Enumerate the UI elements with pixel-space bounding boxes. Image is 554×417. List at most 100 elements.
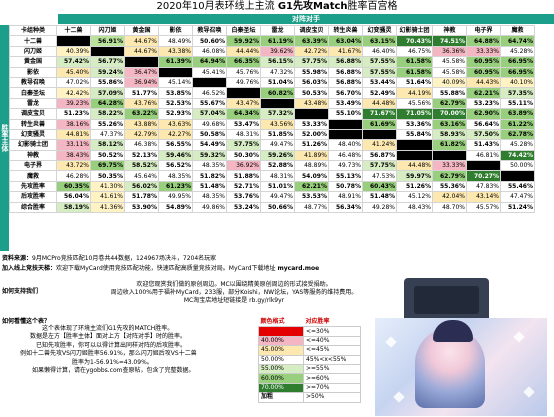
- row-label: 调皮宝贝: [9, 108, 57, 120]
- column-header: 电子界: [466, 24, 501, 37]
- winrate-cell: 55.46%: [500, 180, 535, 193]
- legend-swatch: [258, 326, 304, 337]
- winrate-cell: 40.10%: [500, 76, 535, 89]
- winrate-cell: 49.86%: [192, 201, 227, 214]
- winrate-cell: 55.13%: [328, 170, 363, 182]
- winrate-cell: 56.55%: [158, 139, 193, 151]
- winrate-cell: 59.24%: [90, 66, 125, 78]
- winrate-cell: 51.48%: [362, 191, 397, 203]
- legend-row: 55.00% >=55%: [258, 363, 361, 375]
- winrate-cell: 60.35%: [56, 180, 91, 193]
- sparkle-icon: [385, 336, 397, 348]
- grid-header-row: 卡组种类 十二兽 闪刀姬 黄金国 影依 教导召唤 白秦圣坛 雷龙 调皮宝贝 转生炎兽 幻变骚灵 幻影骑…: [9, 24, 535, 37]
- winrate-cell: [362, 128, 397, 141]
- winrate-cell: 43.63%: [158, 118, 193, 130]
- page-title: 2020年10月表环线上主流 G1先攻Match胜率百宫格: [156, 1, 398, 12]
- winrate-cell: 48.43%: [396, 201, 433, 214]
- corner-label: 卡组种类: [9, 24, 57, 37]
- winrate-cell: 41.24%: [362, 139, 397, 151]
- winrate-cell: 44.81%: [56, 128, 91, 141]
- winrate-cell: 61.39%: [158, 56, 193, 68]
- winrate-cell: 45.58%: [432, 66, 467, 78]
- winrate-cell: 74.51%: [432, 35, 467, 47]
- winrate-cell: 55.86%: [90, 76, 125, 89]
- column-header: 神教: [432, 24, 467, 37]
- winrate-cell: 45.64%: [124, 170, 159, 182]
- winrate-cell: 57.55%: [362, 56, 397, 68]
- row-label: 黄金国: [9, 56, 57, 68]
- legend-row: <=30%: [258, 326, 361, 337]
- winrate-cell: 61.23%: [158, 180, 193, 193]
- winrate-cell: 39.23%: [56, 97, 91, 110]
- winrate-cell: 56.88%: [328, 76, 363, 89]
- winrate-cell: 53.76%: [226, 191, 261, 203]
- row-label: 转生炎兽: [9, 118, 57, 130]
- row-label: 十二兽: [9, 35, 57, 47]
- grid-row: 幻影骑士团 33.11% 58.12% 46.38% 56.55% 54.49% 57.75…: [9, 139, 535, 151]
- winrate-cell: 36.94%: [124, 76, 159, 89]
- winrate-cell: 36.92%: [226, 160, 261, 172]
- winrate-cell: 58.93%: [432, 128, 467, 141]
- howto-line: 如果懒得计算，请在ygobbs.com查原帖，包含了完整数据。: [32, 367, 195, 375]
- row-label: 幻变骚灵: [9, 128, 57, 141]
- winrate-cell: 57.09%: [90, 87, 125, 99]
- winrate-cell: 47.02%: [56, 76, 91, 89]
- winrate-cell: 71.05%: [396, 108, 433, 120]
- winrate-cell: 53.85%: [158, 87, 193, 99]
- grid-row: 教导召唤 47.02% 55.86% 36.94% 45.14% 49.76% 51.04%…: [9, 76, 535, 89]
- winrate-cell: [158, 66, 193, 78]
- winrate-cell: 57.55%: [362, 66, 397, 78]
- legend-range: >=70%: [303, 382, 361, 394]
- winrate-cell: 46.38%: [124, 139, 159, 151]
- winrate-cell: 48.77%: [294, 201, 329, 214]
- sparkle-icon: [513, 331, 525, 343]
- legend-swatch: 加粗: [258, 392, 304, 403]
- winrate-cell: 64.94%: [192, 56, 227, 68]
- winrate-cell: 51.78%: [124, 191, 159, 203]
- winrate-cell: 55.26%: [90, 118, 125, 130]
- winrate-cell: 60.82%: [260, 87, 295, 99]
- winrate-cell: 56.87%: [362, 149, 397, 162]
- winrate-cell: 41.89%: [294, 149, 329, 162]
- winrate-cell: 48.35%: [158, 170, 193, 182]
- winrate-cell: 49.28%: [362, 201, 397, 214]
- grid-row: 神教 38.43% 50.52% 52.13% 59.46% 59.32% 50.30% 59…: [9, 149, 535, 162]
- row-label: 神教: [9, 149, 57, 162]
- winrate-cell: 47.83%: [466, 180, 501, 193]
- winrate-cell: 57.75%: [226, 139, 261, 151]
- winrate-cell: 42.04%: [432, 191, 467, 203]
- winrate-cell: 55.36%: [432, 180, 467, 193]
- winrate-cell: 53.90%: [124, 201, 159, 214]
- mycard-link[interactable]: mycard.moe: [277, 265, 320, 272]
- grid-row: 后攻胜率 56.04% 41.61% 51.78% 49.95% 48.35% 53.76%…: [9, 191, 535, 203]
- support-line: 欢迎您观赏我们做的原创周边。MC以围绕精美原创周边的形式接受捐助。: [136, 281, 332, 288]
- row-label: 白秦圣坛: [9, 87, 57, 99]
- winrate-cell: 41.61%: [90, 191, 125, 203]
- winrate-cell: 57.35%: [500, 87, 535, 99]
- group-line: 加入线上竞技天梯：欢迎下载MyCard使用竞技匹配功能，快速匹配高质量竞技对局。…: [2, 265, 320, 272]
- winrate-cell: 53.53%: [294, 191, 329, 203]
- winrate-cell: 49.95%: [158, 191, 193, 203]
- legend-range: >=60%: [303, 373, 361, 384]
- winrate-cell: 53.49%: [328, 97, 363, 110]
- winrate-cell: 43.38%: [158, 45, 193, 58]
- winrate-cell: 64.74%: [500, 35, 535, 47]
- winrate-cell: 64.88%: [466, 35, 501, 47]
- legend-row: 45.00% <=45%: [258, 345, 361, 356]
- winrate-cell: 55.84%: [396, 128, 433, 141]
- winrate-cell: [396, 149, 433, 162]
- winrate-cell: 56.64%: [466, 118, 501, 130]
- winrate-cell: 45.76%: [226, 66, 261, 78]
- winrate-cell: 62.21%: [466, 87, 501, 99]
- row-label: 先攻胜率: [9, 180, 57, 193]
- winrate-cell: 50.78%: [328, 180, 363, 193]
- source-line: 资料来源：9月MCPro竞技匹配10月卷共44数据，124967场决斗，7204…: [2, 255, 217, 262]
- winrate-cell: 51.01%: [260, 180, 295, 193]
- legend-swatch: 70.00%: [258, 382, 304, 394]
- winrate-cell: 43.76%: [124, 97, 159, 110]
- winrate-cell: 56.77%: [90, 56, 125, 68]
- winrate-cell: 42.42%: [56, 87, 91, 99]
- winrate-cell: 63.22%: [124, 108, 159, 120]
- winrate-cell: 46.48%: [328, 149, 363, 162]
- winrate-cell: 56.04%: [56, 191, 91, 203]
